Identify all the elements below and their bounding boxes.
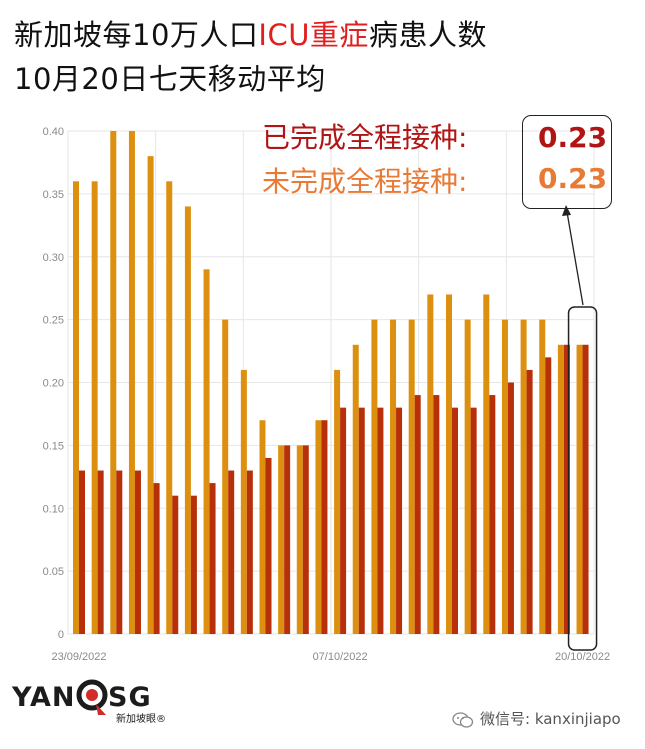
x-tick-label: 07/10/2022: [313, 651, 368, 663]
unvaccinated-bar: [240, 369, 247, 634]
unvaccinated-bar: [147, 156, 154, 634]
y-tick-label: 0.10: [43, 503, 64, 515]
vaccinated-label: 已完成全程接种:: [262, 121, 468, 154]
vaccinated-bar: [246, 470, 253, 634]
magnifier-logo-icon: [76, 679, 108, 715]
vaccinated-bar: [209, 483, 216, 634]
vaccinated-bar: [545, 357, 552, 634]
x-tick-label: 20/10/2022: [555, 651, 610, 663]
wechat-icon: [452, 711, 474, 728]
unvaccinated-bar: [110, 131, 117, 634]
vaccinated-bar: [563, 344, 570, 634]
unvaccinated-bar: [501, 319, 508, 634]
unvaccinated-bar: [166, 181, 173, 635]
unvaccinated-bar: [352, 344, 359, 634]
unvaccinated-bar: [222, 319, 229, 634]
unvaccinated-bar: [203, 269, 210, 634]
unvaccinated-bar: [539, 319, 546, 634]
vaccinated-bar: [396, 407, 403, 634]
y-tick-label: 0.35: [43, 189, 64, 201]
vaccinated-bar: [79, 470, 85, 634]
unvaccinated-bar: [278, 445, 285, 634]
unvaccinated-bar: [483, 294, 490, 634]
logo-subtitle: 新加坡眼®: [116, 714, 166, 725]
vaccinated-bar: [265, 457, 272, 634]
unvaccinated-bar: [427, 294, 434, 634]
vaccinated-bar: [284, 445, 291, 634]
y-tick-label: 0.20: [43, 378, 64, 390]
vaccinated-bar: [489, 395, 496, 634]
unvaccinated-bar: [296, 445, 303, 634]
unvaccinated-bar: [408, 319, 415, 634]
unvaccinated-bar: [576, 344, 583, 634]
latest-highlight-box: [567, 306, 598, 651]
chart-title-line-1: 新加坡每10万人口ICU重症病患人数: [14, 12, 487, 54]
vaccinated-bar: [153, 483, 160, 634]
unvaccinated-bar: [334, 369, 341, 634]
wechat-id: 微信号: kanxinjiapo: [452, 708, 621, 729]
x-tick-label: 23/09/2022: [51, 651, 106, 663]
unvaccinated-bar: [371, 319, 378, 634]
unvaccinated-bar: [259, 420, 266, 634]
y-tick-label: 0.30: [43, 252, 64, 264]
unvaccinated-bar: [390, 319, 397, 634]
vaccinated-value: 0.23: [538, 121, 608, 154]
unvaccinated-bar: [128, 131, 135, 634]
y-tick-label: 0: [58, 629, 64, 641]
vaccinated-bar: [414, 395, 421, 634]
y-tick-label: 0.05: [43, 566, 64, 578]
unvaccinated-bar: [91, 181, 98, 635]
unvaccinated-bar: [184, 206, 191, 634]
logo-text-left: YAN: [12, 682, 76, 713]
vaccinated-bar: [190, 495, 197, 634]
vaccinated-bar: [340, 407, 347, 634]
vaccinated-bar: [321, 420, 328, 634]
unvaccinated-value: 0.23: [538, 162, 608, 195]
vaccinated-bar: [582, 344, 589, 634]
vaccinated-bar: [358, 407, 365, 634]
vaccinated-bar: [433, 395, 440, 634]
callout-arrow-head: [562, 205, 571, 216]
wechat-label: 微信号: kanxinjiapo: [480, 710, 621, 728]
vaccinated-bar: [228, 470, 235, 634]
y-tick-label: 0.15: [43, 440, 64, 452]
y-tick-label: 0.40: [43, 126, 64, 138]
vaccinated-bar: [116, 470, 123, 634]
unvaccinated-bar: [73, 181, 79, 635]
unvaccinated-bar: [557, 344, 564, 634]
title-part-icu: ICU重症: [258, 18, 369, 52]
vaccinated-bar: [377, 407, 384, 634]
unvaccinated-bar: [464, 319, 471, 634]
vaccinated-bar: [134, 470, 141, 634]
vaccinated-bar: [97, 470, 104, 634]
vaccinated-bar: [526, 369, 533, 634]
title-part-patients: 病患人数: [368, 18, 487, 52]
unvaccinated-bar: [315, 420, 322, 634]
vaccinated-bar: [172, 495, 179, 634]
unvaccinated-label: 未完成全程接种:: [262, 165, 468, 198]
vaccinated-bar: [302, 445, 309, 634]
vaccinated-bar: [452, 407, 458, 634]
unvaccinated-bar: [520, 319, 527, 634]
unvaccinated-bar: [446, 294, 452, 634]
title-part-location: 新加坡每10万人口: [14, 18, 259, 52]
callout-arrow-line: [566, 211, 584, 306]
logo-text-right: SG: [108, 682, 152, 713]
chart-title-line-2: 10月20日七天移动平均: [14, 62, 326, 96]
y-tick-label: 0.25: [43, 315, 64, 327]
vaccinated-bar: [470, 407, 477, 634]
vaccinated-bar: [507, 382, 514, 634]
callout-box: [522, 115, 612, 209]
